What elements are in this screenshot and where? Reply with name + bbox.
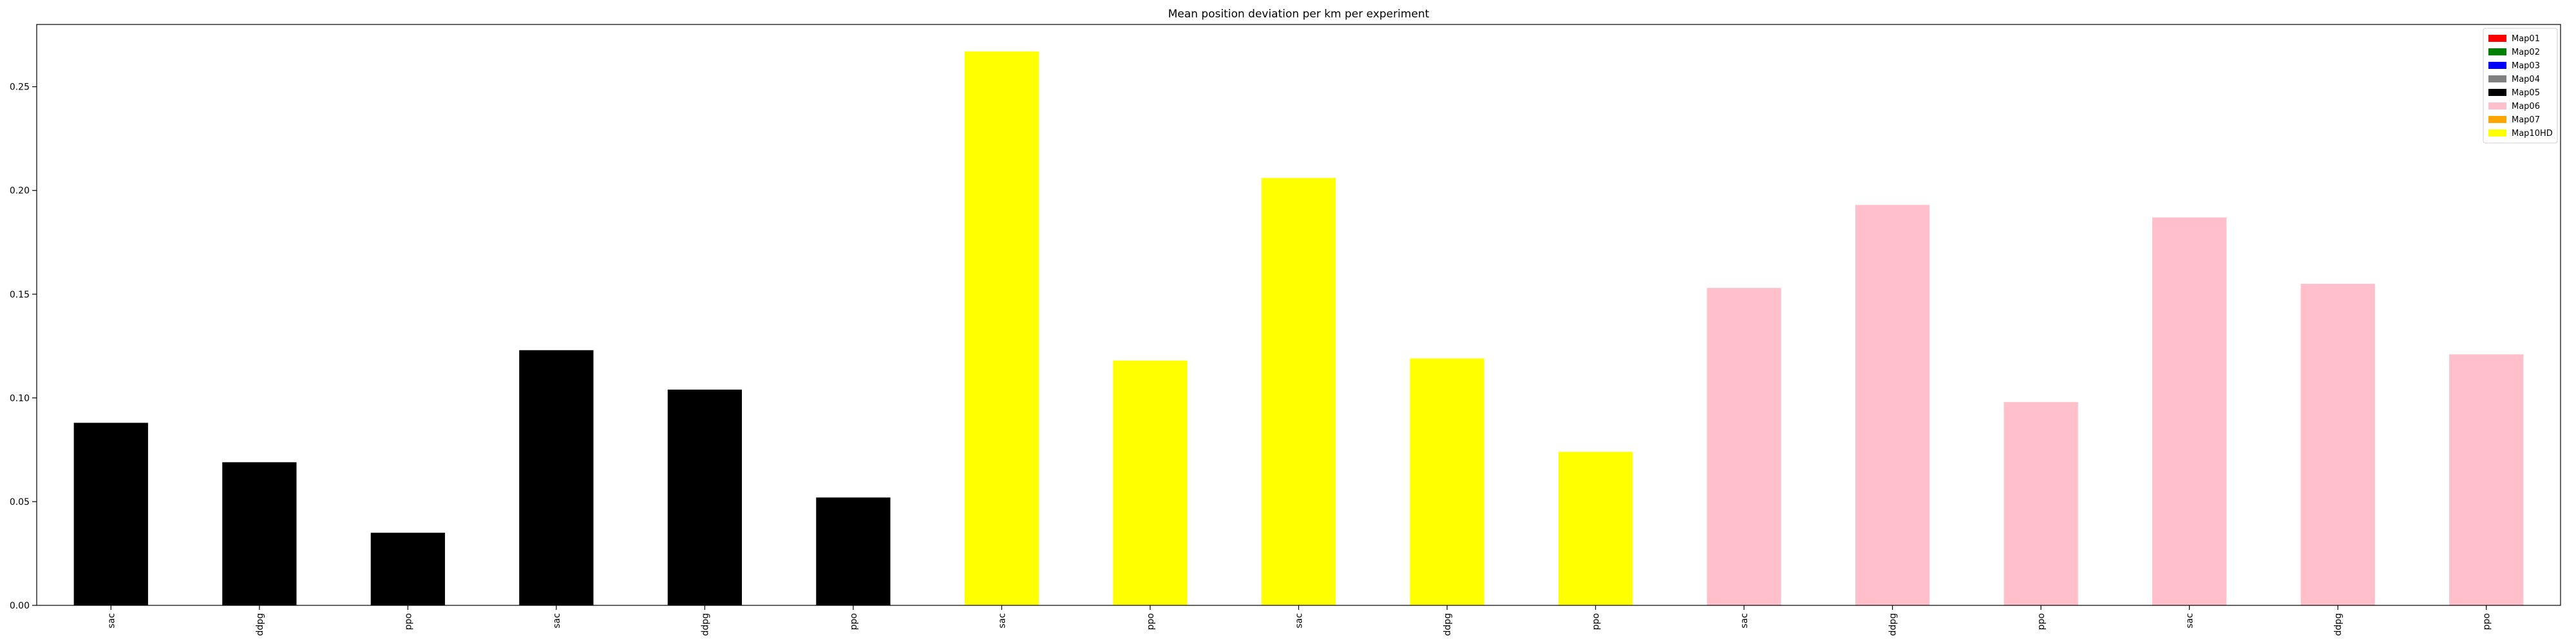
bar <box>1113 360 1188 605</box>
bar <box>2300 283 2375 605</box>
legend-label: Map10HD <box>2512 129 2553 138</box>
x-tick-label: ppo <box>1146 613 1156 630</box>
x-tick-label: ddpg <box>700 613 710 636</box>
legend-label: Map01 <box>2512 34 2540 44</box>
legend-swatch <box>2488 75 2506 82</box>
bar <box>667 389 743 605</box>
chart-title: Mean position deviation per km per exper… <box>1168 8 1430 21</box>
x-tick-label: ddpg <box>2333 613 2344 636</box>
legend-swatch <box>2488 116 2506 123</box>
x-tick-label: sac <box>997 613 1007 629</box>
legend-label: Map05 <box>2512 88 2540 98</box>
legend: Map01 Map02 Map03 Map04 Map05 Map06 Map07 Map10… <box>2483 28 2558 144</box>
legend-label: Map06 <box>2512 102 2540 111</box>
x-tick-label: ddpg <box>1443 613 1453 636</box>
plot-frame <box>36 24 2561 606</box>
bar <box>370 533 445 605</box>
x-tick-label: ddpg <box>1888 613 1899 636</box>
legend-box <box>2483 28 2558 144</box>
bar <box>1410 358 1484 605</box>
x-tick-label: ppo <box>1591 613 1602 630</box>
y-axis: 0.00 0.05 0.10 0.15 0.20 0.25 <box>10 82 37 611</box>
x-tick-label: sac <box>2185 613 2195 629</box>
y-tick-label: 0.10 <box>10 393 30 404</box>
bars <box>73 51 2524 606</box>
legend-label: Map02 <box>2512 48 2540 57</box>
x-tick-label: sac <box>1294 613 1305 629</box>
bar <box>2152 217 2227 605</box>
x-tick-label: ddpg <box>255 613 265 636</box>
bar <box>964 51 1039 606</box>
legend-label: Map03 <box>2512 61 2540 71</box>
x-tick-label: sac <box>552 613 562 629</box>
bar <box>2449 354 2524 605</box>
bar <box>1855 205 1930 605</box>
x-tick-label: ppo <box>2036 613 2047 630</box>
legend-swatch <box>2488 89 2506 96</box>
bar <box>1707 288 1781 605</box>
bar <box>73 422 148 605</box>
x-tick-label: sac <box>106 613 117 629</box>
x-tick-label: sac <box>1739 613 1750 629</box>
bar <box>2003 402 2078 605</box>
legend-swatch <box>2488 35 2506 42</box>
bar <box>519 350 594 605</box>
bar <box>1261 178 1336 605</box>
x-tick-label: ppo <box>403 613 413 630</box>
legend-label: Map07 <box>2512 115 2540 125</box>
bar <box>816 497 891 605</box>
legend-swatch <box>2488 48 2506 55</box>
y-tick-label: 0.05 <box>10 497 30 507</box>
legend-swatch <box>2488 129 2506 137</box>
bar <box>1558 451 1633 605</box>
x-tick-label: ppo <box>849 613 859 630</box>
x-axis: sac ddpg ppo sac ddpg ppo sac ppo sac ddpg ppo sac d… <box>106 605 2492 636</box>
legend-swatch <box>2488 62 2506 69</box>
y-tick-label: 0.00 <box>10 601 30 611</box>
x-tick-label: ppo <box>2482 613 2492 630</box>
bar <box>222 462 297 605</box>
y-tick-label: 0.25 <box>10 82 30 93</box>
legend-label: Map04 <box>2512 75 2540 84</box>
y-tick-label: 0.20 <box>10 186 30 196</box>
legend-swatch <box>2488 102 2506 109</box>
y-tick-label: 0.15 <box>10 290 30 300</box>
